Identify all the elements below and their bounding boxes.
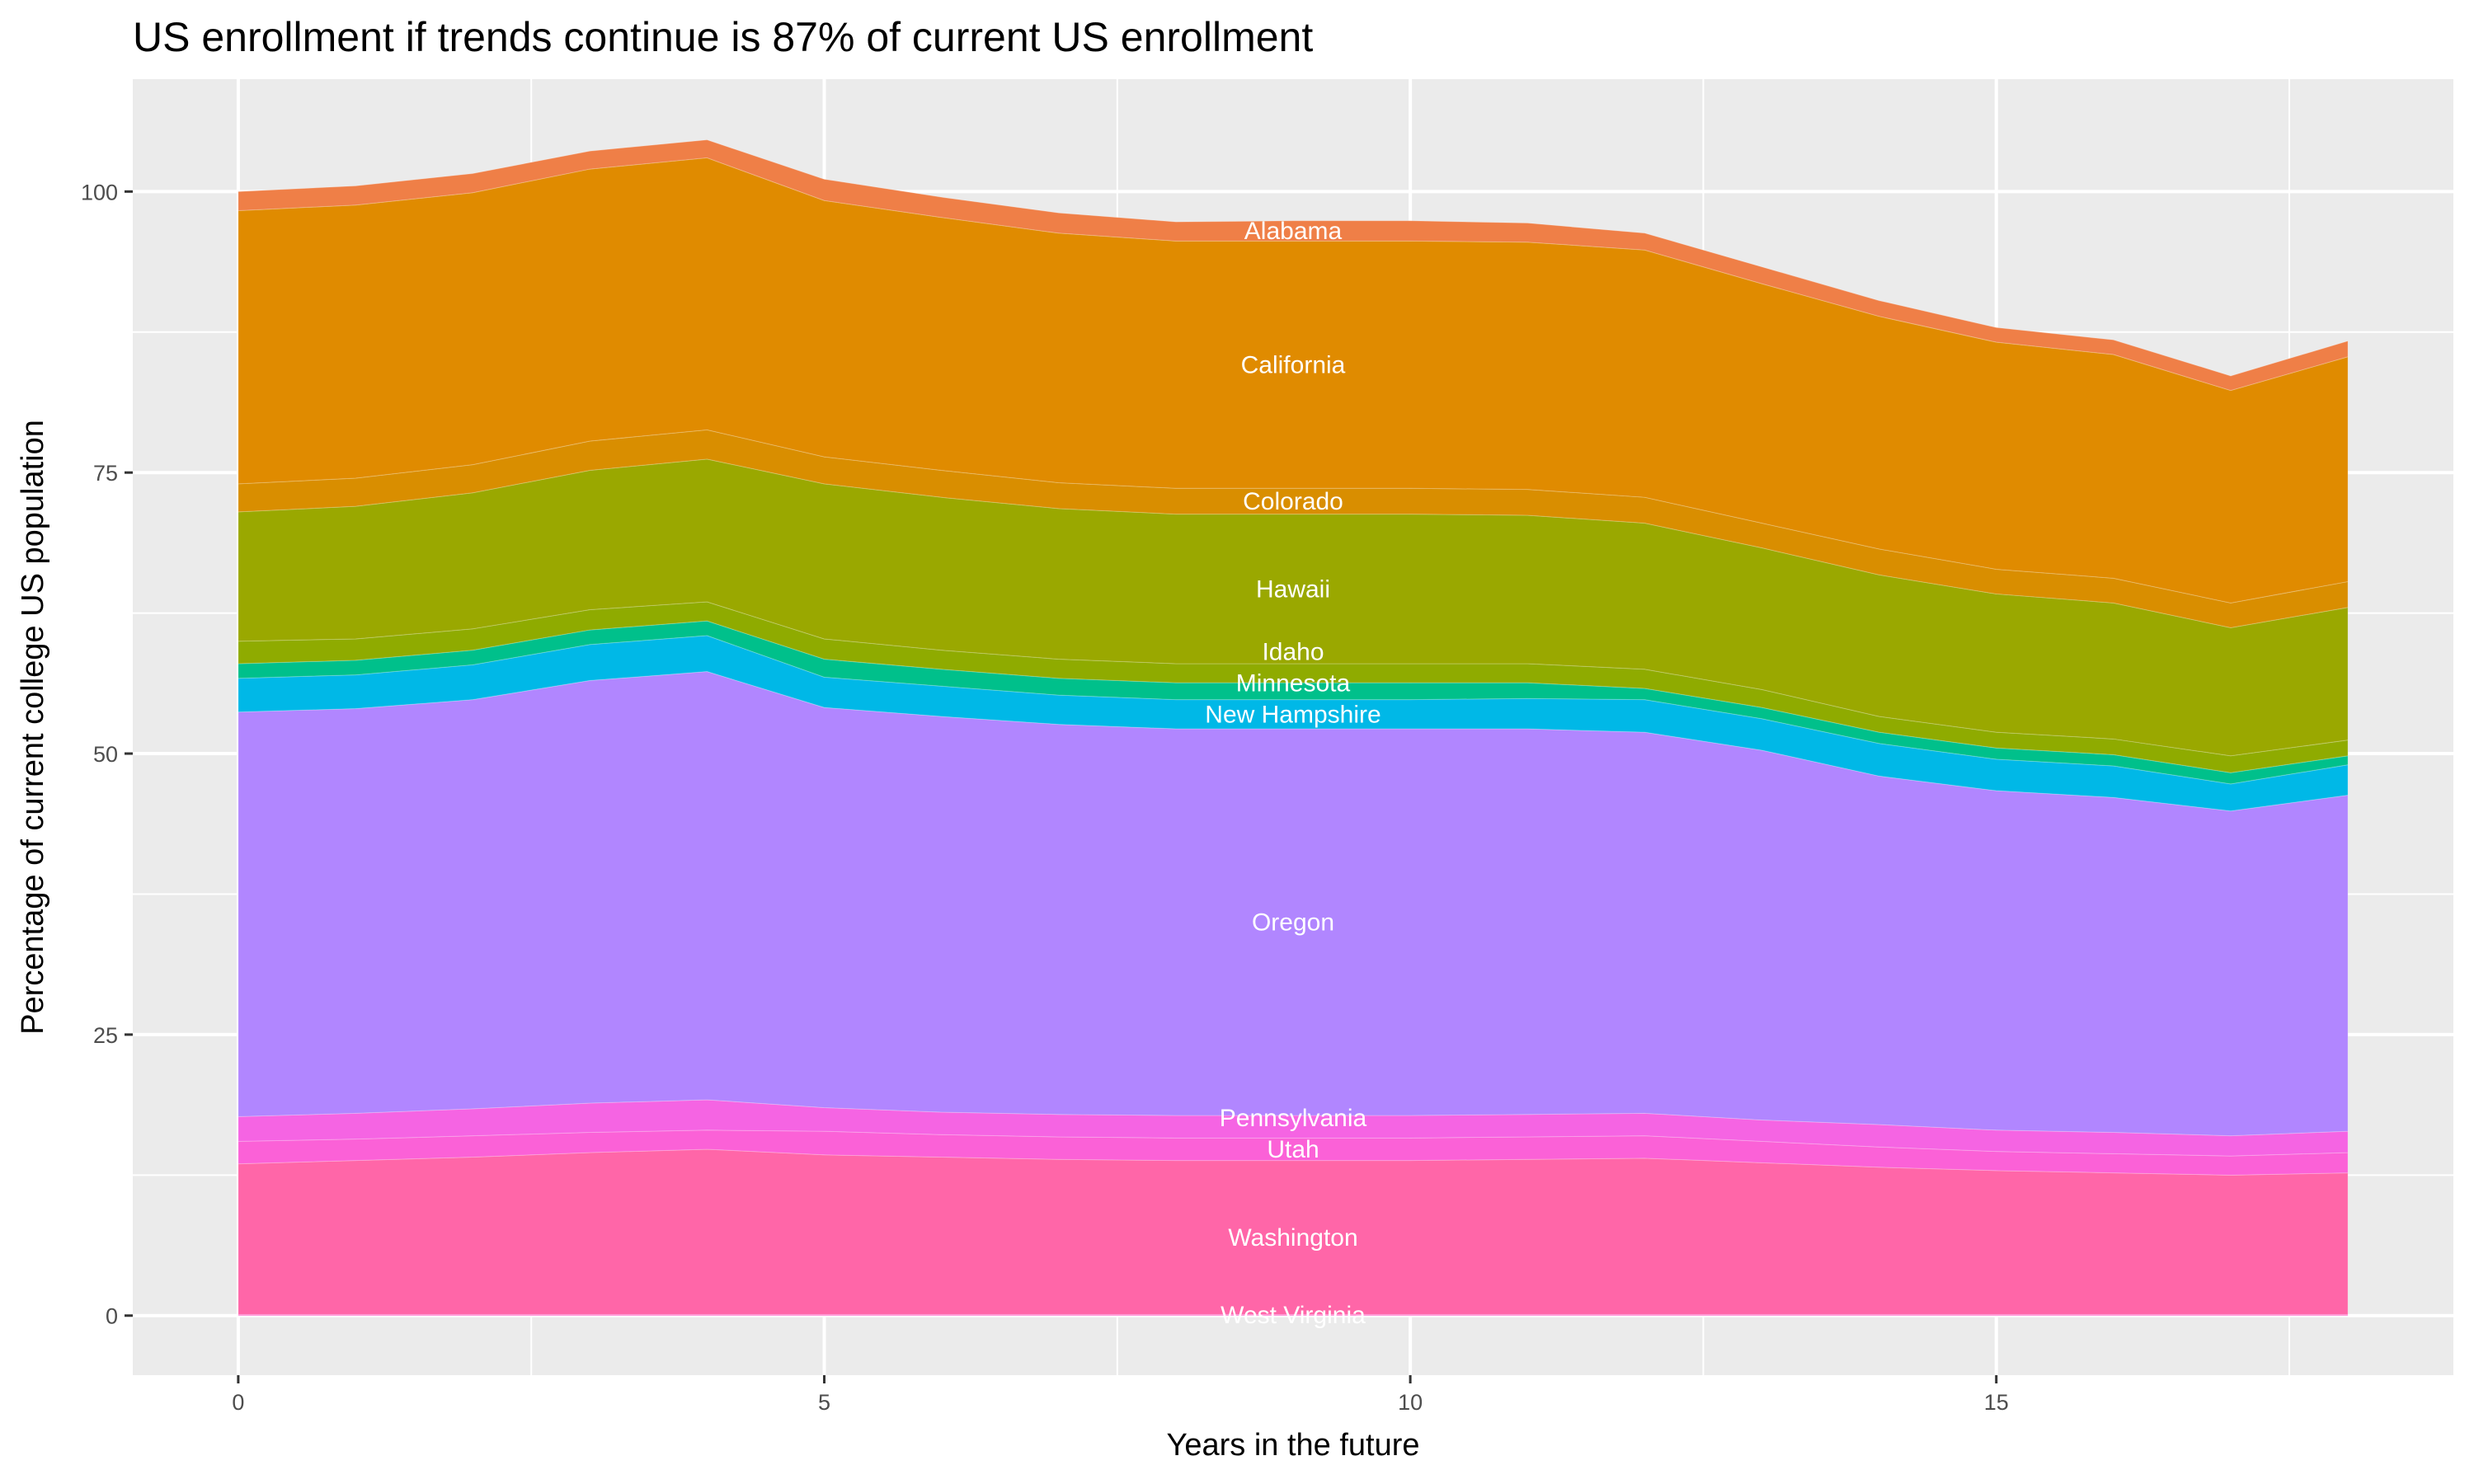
label-california: California (1241, 351, 1346, 378)
area-washington (238, 1148, 2349, 1315)
series-labels: West Virginia Washington Utah Pennsylvania O… (1205, 218, 1380, 1329)
y-tick-label: 50 (93, 742, 118, 767)
y-tick-label: 100 (81, 180, 118, 204)
x-tick-label: 10 (1398, 1390, 1423, 1415)
y-tick-label: 0 (106, 1304, 118, 1329)
label-washington: Washington (1228, 1224, 1357, 1252)
label-colorado: Colorado (1243, 488, 1343, 515)
axes: 0 5 10 15 0 25 50 75 100 (81, 180, 2009, 1415)
label-utah: Utah (1267, 1136, 1319, 1163)
y-tick-label: 75 (93, 461, 118, 486)
label-alabama: Alabama (1244, 218, 1343, 245)
x-axis-title: Years in the future (1166, 1428, 1419, 1463)
area-west-virginia (238, 1313, 2349, 1317)
y-tick-label: 25 (93, 1023, 118, 1048)
label-pennsylvania: Pennsylvania (1220, 1105, 1367, 1132)
label-west-virginia: West Virginia (1221, 1302, 1366, 1329)
x-tick-label: 0 (232, 1390, 244, 1415)
area-layers (238, 139, 2349, 1317)
chart-title: US enrollment if trends continue is 87% … (133, 14, 1313, 60)
area-alabama (238, 139, 2349, 392)
label-oregon: Oregon (1252, 909, 1334, 937)
label-hawaii: Hawaii (1256, 575, 1330, 603)
x-tick-label: 5 (818, 1390, 830, 1415)
label-minnesota: Minnesota (1236, 669, 1351, 697)
y-axis-title: Percentage of current college US populat… (16, 420, 50, 1035)
label-idaho: Idaho (1262, 638, 1324, 665)
x-tick-label: 15 (1984, 1390, 2009, 1415)
label-new-hampshire: New Hampshire (1205, 701, 1380, 728)
